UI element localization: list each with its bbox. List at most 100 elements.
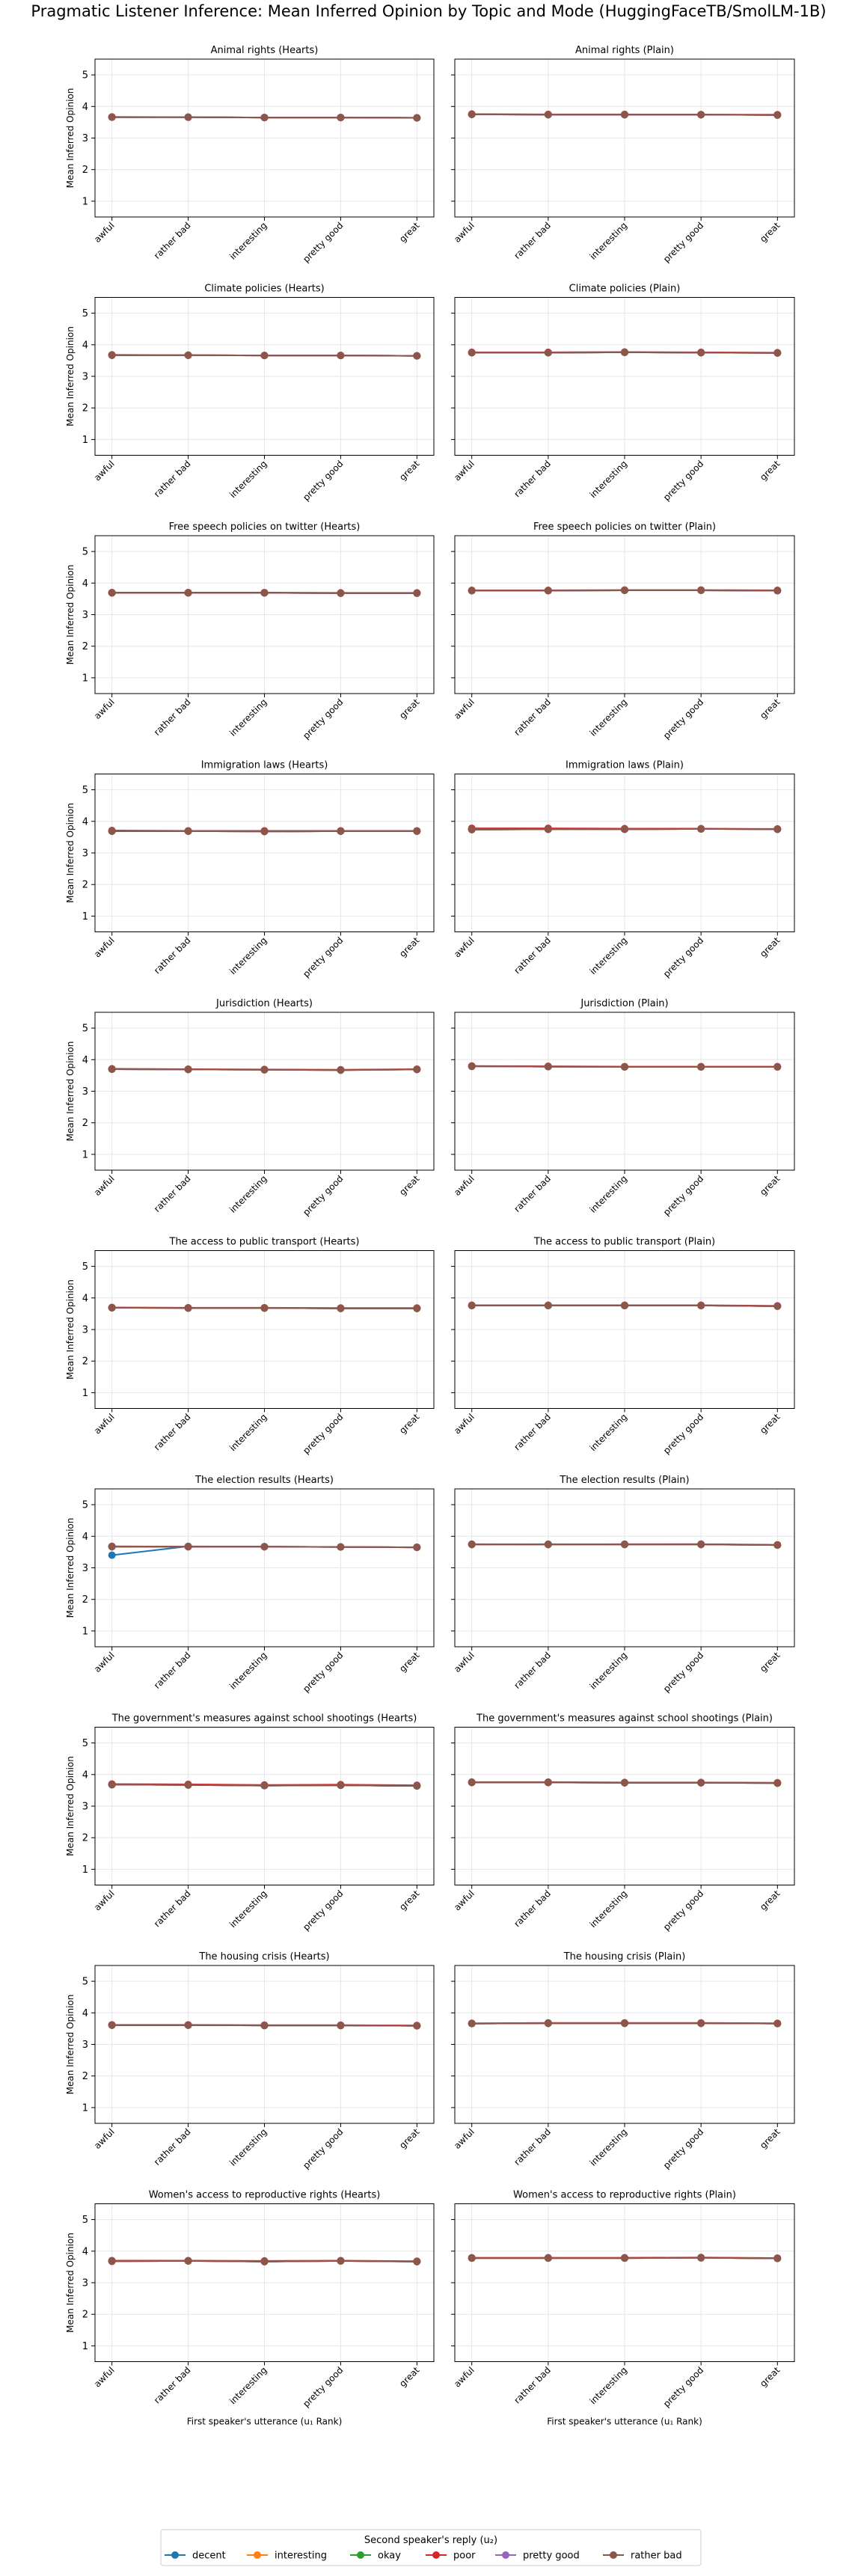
- y-axis-label: Mean Inferred Opinion: [65, 1756, 76, 1856]
- series-rather-bad: [468, 1778, 782, 1787]
- data-point: [621, 1301, 628, 1309]
- data-point: [773, 111, 782, 119]
- data-point: [544, 1778, 552, 1787]
- y-tick-label: 1: [82, 2102, 88, 2114]
- series-rather-bad: [468, 348, 782, 357]
- y-tick-label: 5: [82, 1738, 88, 1749]
- y-tick-label: 5: [82, 785, 88, 796]
- legend-item-poor: poor: [426, 2551, 476, 2562]
- y-tick-label: 5: [82, 1977, 88, 1988]
- y-tick-label: 2: [82, 2071, 88, 2082]
- x-axis-label: First speaker's utterance (u₁ Rank): [187, 2417, 343, 2427]
- y-axis-label: Mean Inferred Opinion: [65, 2233, 76, 2333]
- y-axis-label: Mean Inferred Opinion: [65, 1041, 76, 1142]
- data-point: [621, 587, 628, 595]
- data-point: [184, 589, 192, 597]
- panel-title: Free speech policies on twitter (Hearts): [169, 521, 361, 533]
- series-rather-bad: [108, 1781, 421, 1790]
- data-point: [544, 1541, 552, 1549]
- y-tick-label: 3: [82, 1325, 88, 1336]
- series-rather-bad: [108, 589, 421, 597]
- figure-title: Pragmatic Listener Inference: Mean Infer…: [31, 2, 826, 20]
- data-point: [108, 1551, 116, 1559]
- data-point: [544, 2019, 552, 2028]
- y-axis-label: Mean Inferred Opinion: [65, 803, 76, 903]
- series-rather-bad: [108, 1065, 421, 1074]
- y-tick-label: 2: [82, 165, 88, 176]
- panel-title: The housing crisis (Plain): [563, 1951, 686, 1962]
- data-point: [468, 2254, 476, 2263]
- data-point: [337, 2257, 345, 2265]
- data-point: [337, 827, 345, 835]
- panel-title: Jurisdiction (Plain): [580, 998, 668, 1009]
- panel-title: The access to public transport (Hearts): [169, 1237, 360, 1248]
- data-point: [337, 2022, 345, 2030]
- panel-title: Climate policies (Hearts): [204, 284, 324, 295]
- y-tick-label: 4: [82, 1293, 88, 1304]
- y-tick-label: 4: [82, 2008, 88, 2019]
- legend-title: Second speaker's reply (u₂): [364, 2535, 497, 2546]
- y-tick-label: 1: [82, 1626, 88, 1637]
- y-tick-label: 4: [82, 340, 88, 351]
- y-tick-label: 4: [82, 816, 88, 827]
- data-point: [621, 825, 628, 833]
- y-tick-label: 2: [82, 641, 88, 652]
- series-rather-bad: [468, 1062, 782, 1071]
- series-rather-bad: [108, 1543, 421, 1552]
- data-point: [108, 1065, 116, 1073]
- data-point: [413, 827, 421, 835]
- y-tick-label: 4: [82, 1055, 88, 1066]
- legend-label: okay: [378, 2551, 401, 2562]
- data-point: [697, 2019, 705, 2028]
- data-point: [544, 349, 552, 357]
- data-point: [544, 825, 552, 833]
- y-tick-label: 5: [82, 308, 88, 319]
- data-point: [773, 2254, 782, 2263]
- series-rather-bad: [468, 1541, 782, 1549]
- data-point: [108, 1303, 116, 1312]
- y-tick-label: 1: [82, 911, 88, 923]
- data-point: [468, 587, 476, 595]
- data-point: [413, 352, 421, 360]
- y-tick-label: 3: [82, 1802, 88, 1813]
- data-point: [697, 349, 705, 357]
- data-point: [337, 1066, 345, 1074]
- data-point: [544, 587, 552, 595]
- series-rather-bad: [468, 110, 782, 119]
- panel-title: Jurisdiction (Hearts): [215, 998, 313, 1009]
- data-point: [773, 587, 782, 595]
- legend-frame: [160, 2529, 702, 2566]
- panel-5-0: The access to public transport (Hearts) 1…: [65, 1237, 435, 1456]
- data-point: [697, 111, 705, 119]
- data-point: [108, 589, 116, 597]
- data-point: [337, 114, 345, 122]
- data-point: [337, 1781, 345, 1790]
- data-point: [773, 1541, 782, 1549]
- legend-item-interesting: interesting: [247, 2551, 327, 2562]
- data-point: [184, 351, 192, 359]
- data-point: [621, 1541, 628, 1549]
- y-tick-label: 4: [82, 1532, 88, 1543]
- legend-marker: [357, 2551, 364, 2559]
- y-tick-label: 3: [82, 1563, 88, 1574]
- data-point: [544, 1062, 552, 1071]
- data-point: [468, 1541, 476, 1549]
- y-axis-label: Mean Inferred Opinion: [65, 1279, 76, 1380]
- legend-label: decent: [192, 2551, 226, 2562]
- data-point: [621, 2254, 628, 2263]
- y-tick-label: 2: [82, 880, 88, 891]
- y-axis-label: Mean Inferred Opinion: [65, 1995, 76, 2095]
- data-point: [621, 2019, 628, 2028]
- data-point: [468, 1062, 476, 1071]
- data-point: [184, 1781, 192, 1789]
- data-point: [413, 2257, 421, 2266]
- panel-title: The government's measures against school…: [476, 1713, 773, 1725]
- y-tick-label: 1: [82, 1388, 88, 1399]
- panel-7-0: The government's measures against school…: [65, 1713, 435, 1933]
- panel-title: The election results (Plain): [559, 1475, 689, 1486]
- data-point: [184, 1304, 192, 1312]
- y-tick-label: 5: [82, 547, 88, 558]
- y-tick-label: 4: [82, 2246, 88, 2257]
- y-tick-label: 1: [82, 196, 88, 207]
- legend-label: poor: [453, 2551, 476, 2562]
